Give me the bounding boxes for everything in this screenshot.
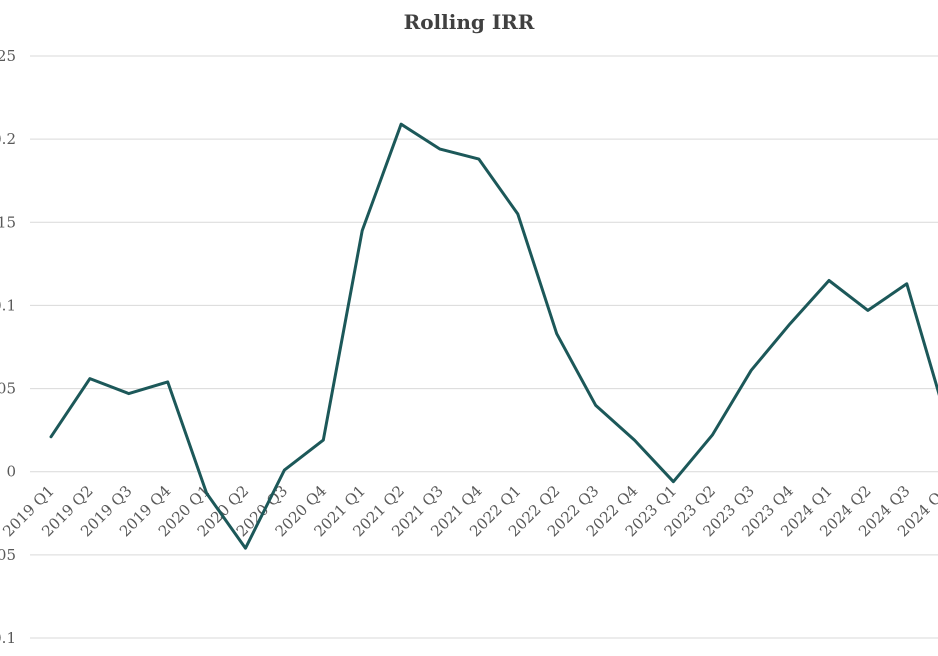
y-axis-tick-labels: -0.1 -0.05 0 0.05 0.1 0.15 0.2 0.25 bbox=[0, 47, 16, 647]
y-tick-label: -0.05 bbox=[0, 546, 16, 564]
chart-title: Rolling IRR bbox=[403, 10, 535, 34]
series-lines bbox=[49, 122, 938, 550]
y-tick-label: 0.2 bbox=[0, 130, 16, 148]
y-tick-label: 0.05 bbox=[0, 380, 16, 398]
gridlines bbox=[30, 55, 938, 639]
y-tick-label: 0 bbox=[6, 463, 16, 481]
y-tick-label: 0.15 bbox=[0, 213, 16, 231]
y-tick-label: 0.25 bbox=[0, 47, 16, 65]
y-tick-label: -0.1 bbox=[0, 629, 16, 647]
series-line bbox=[49, 122, 938, 550]
y-tick-label: 0.1 bbox=[0, 296, 16, 314]
